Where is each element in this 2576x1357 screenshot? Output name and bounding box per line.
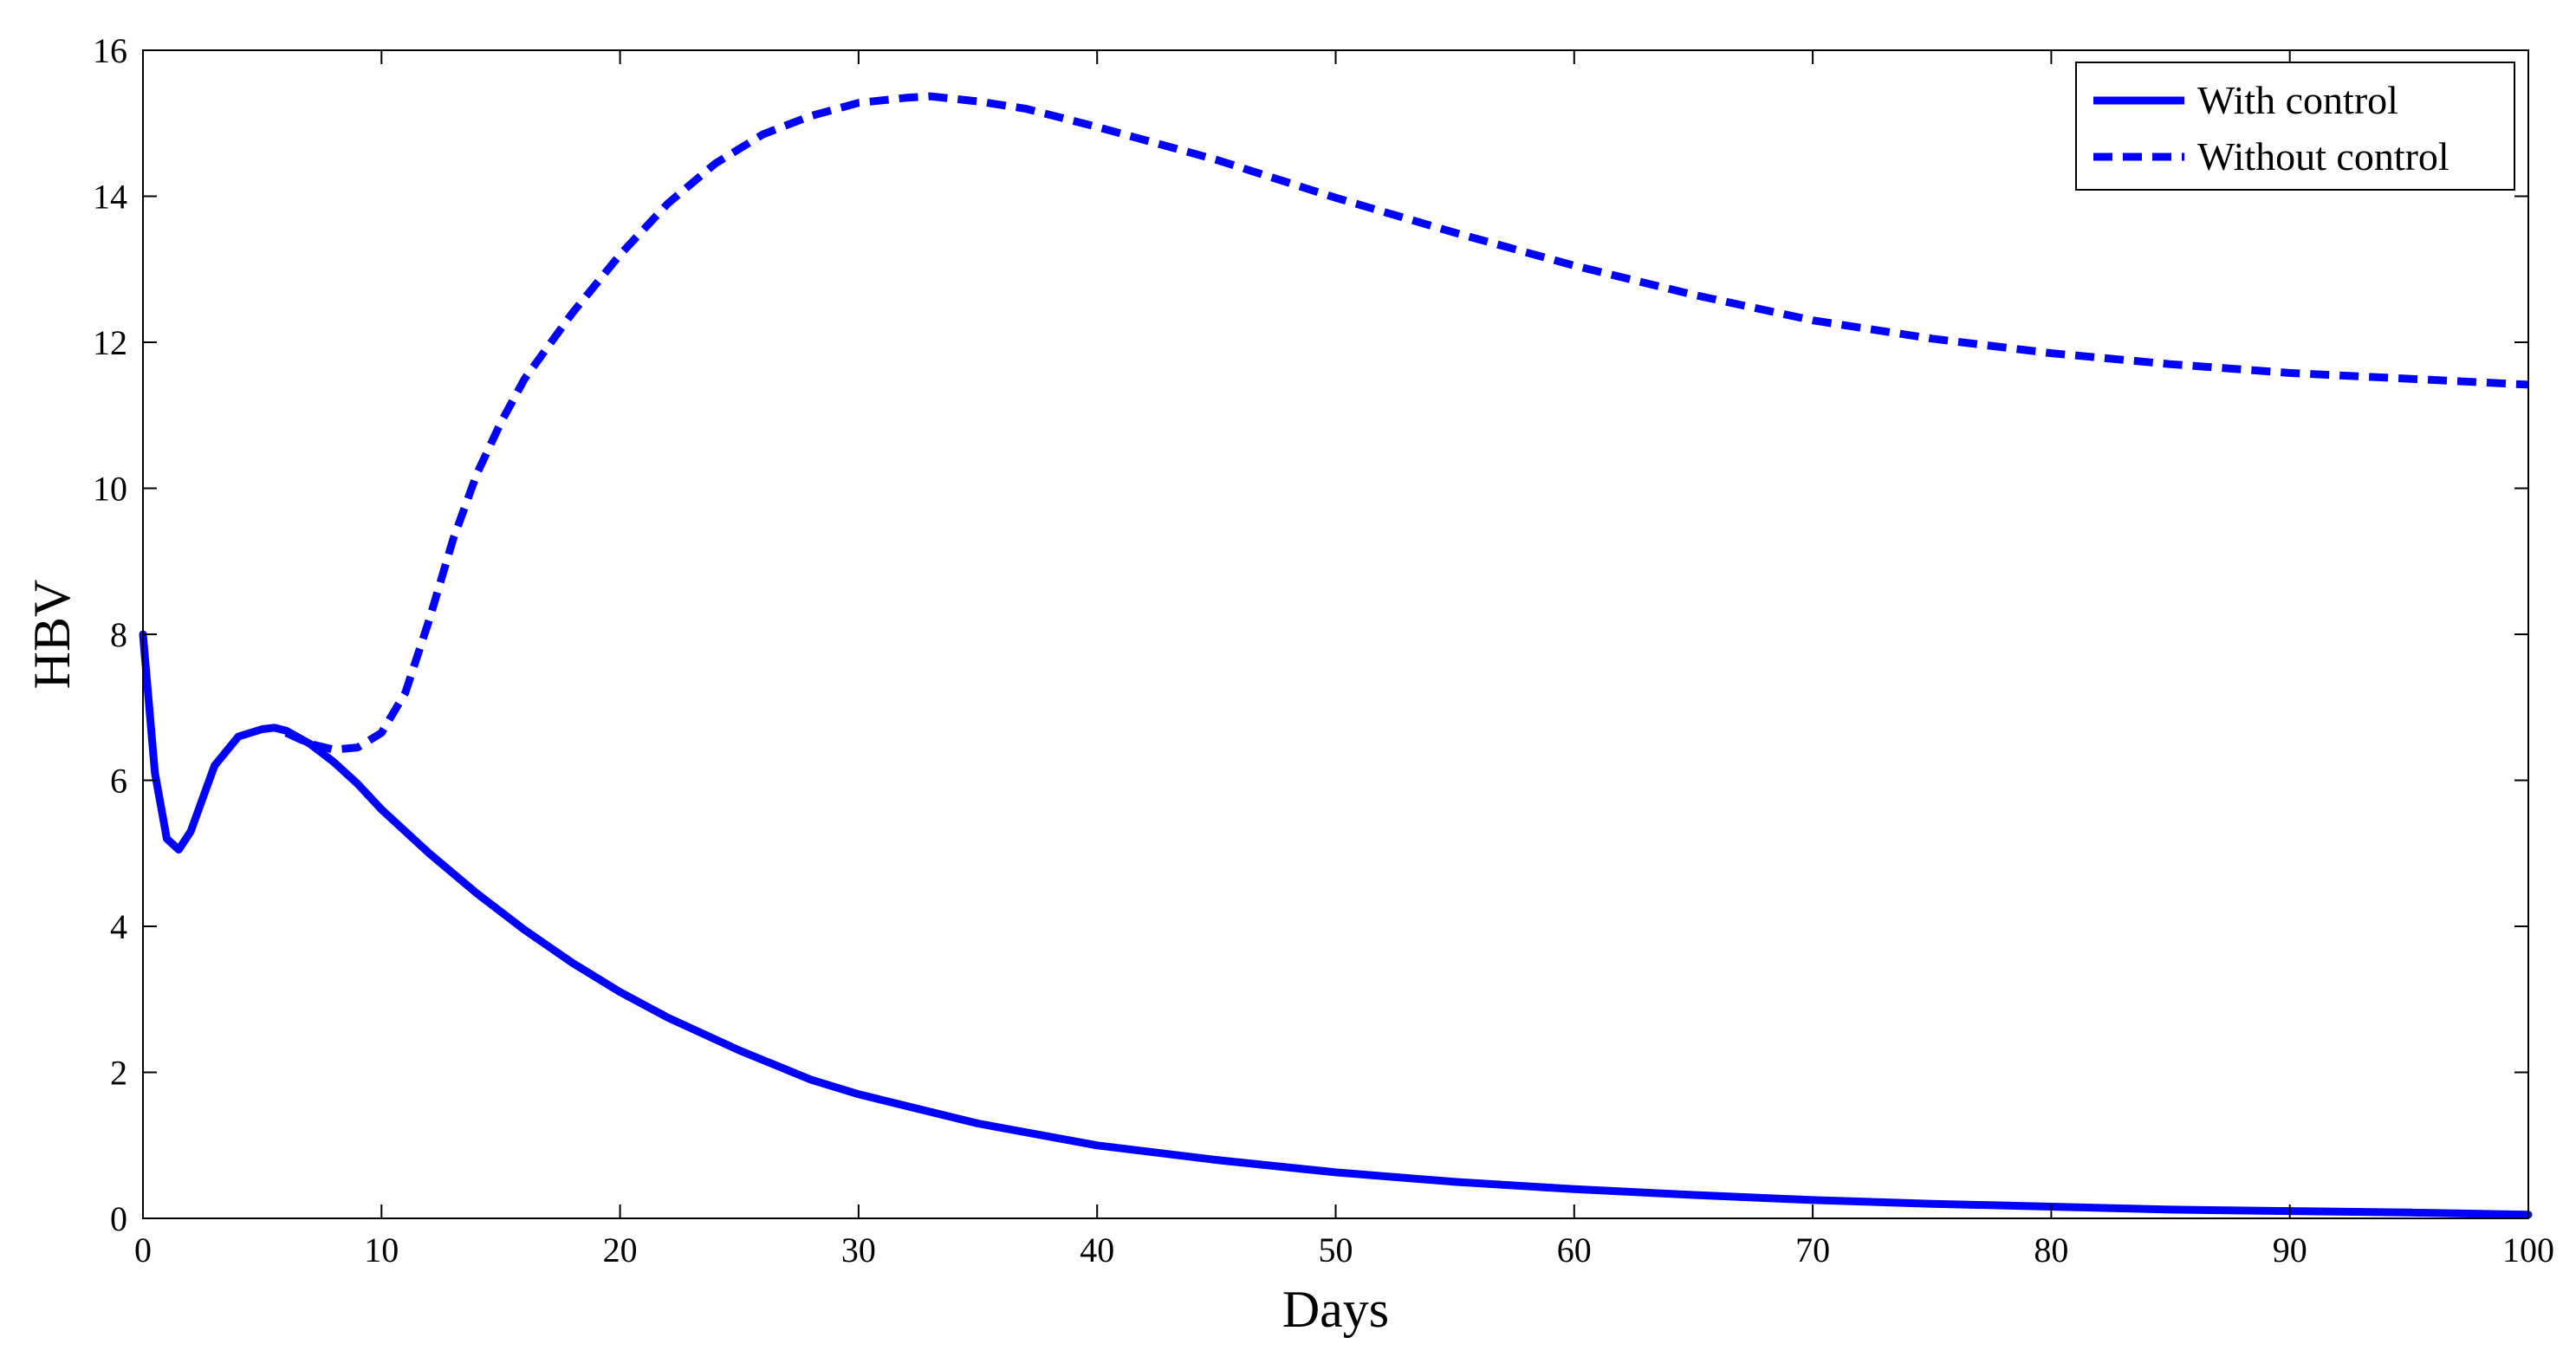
x-tick-label: 20 (603, 1230, 638, 1269)
series-layer (139, 92, 2533, 1219)
y-tick-label: 6 (110, 762, 127, 801)
y-tick-label: 8 (110, 615, 127, 654)
x-axis-label: Days (1282, 1281, 1389, 1338)
y-axis-label: HBV (23, 580, 81, 690)
x-tick-label: 80 (2034, 1230, 2068, 1269)
x-tick-label: 0 (134, 1230, 152, 1269)
x-tick-label: 30 (841, 1230, 876, 1269)
x-tick-label: 70 (1795, 1230, 1830, 1269)
x-tick-label: 90 (2273, 1230, 2307, 1269)
x-tick-label: 100 (2502, 1230, 2554, 1269)
y-tick-label: 4 (110, 907, 127, 946)
y-tick-label: 0 (110, 1199, 127, 1238)
series-line-without-control (284, 92, 2529, 754)
x-tick-labels: 0 10 20 30 40 50 60 70 80 90 100 (134, 1230, 2554, 1269)
y-tick-labels: 0 2 4 6 8 10 12 14 16 (93, 31, 127, 1238)
x-tick-label: 60 (1557, 1230, 1592, 1269)
x-tick-label: 40 (1080, 1230, 1114, 1269)
legend-label-with-control: With control (2197, 78, 2398, 122)
x-tick-label: 50 (1319, 1230, 1353, 1269)
x-tick-label: 10 (364, 1230, 399, 1269)
series-line-with-control (139, 630, 2533, 1219)
y-tick-label: 10 (93, 470, 127, 509)
legend-box (2075, 62, 2515, 191)
y-tick-label: 16 (93, 31, 127, 70)
legend: With control Without control (2075, 62, 2515, 191)
y-tick-label: 14 (93, 178, 127, 217)
y-tick-label: 12 (93, 323, 127, 362)
y-tick-label: 2 (110, 1054, 127, 1093)
legend-label-without-control: Without control (2197, 134, 2449, 179)
